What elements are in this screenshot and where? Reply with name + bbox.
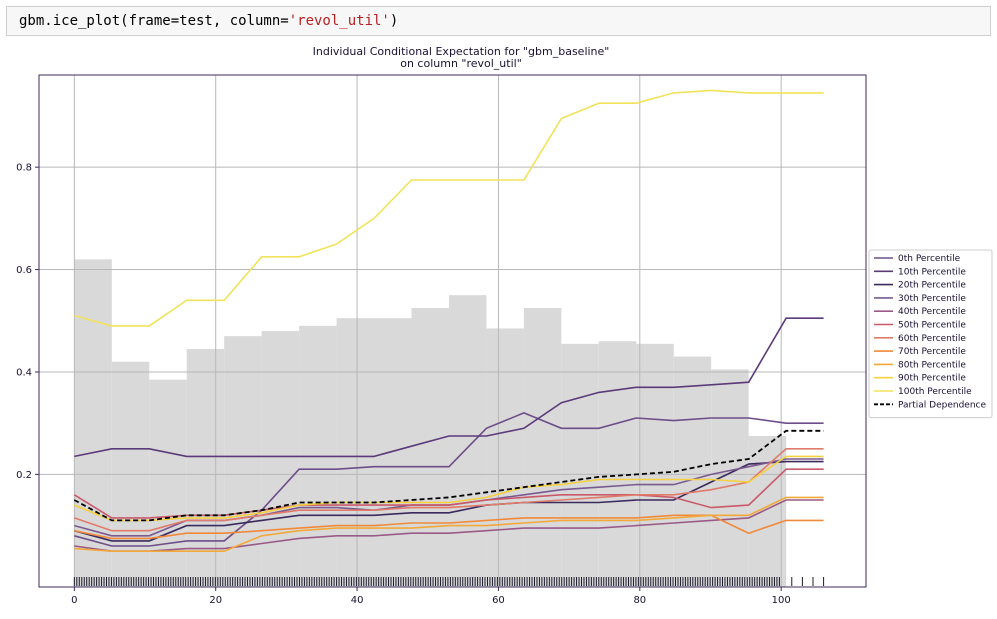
- x-tick-label: 60: [492, 595, 505, 606]
- x-tick-label: 80: [633, 595, 646, 606]
- series-line: [74, 496, 824, 553]
- histogram-bars: [74, 259, 787, 587]
- histogram-bar: [186, 348, 225, 587]
- code-prefix: gbm.ice_plot(frame=test, column=: [19, 13, 289, 29]
- x-tick-label: 0: [71, 595, 77, 606]
- histogram-bar: [448, 295, 487, 587]
- series-line: [74, 317, 824, 458]
- legend-label: 70th Percentile: [898, 347, 966, 357]
- series-line: [74, 447, 824, 532]
- histogram-bar: [261, 331, 300, 587]
- legend-label: Partial Dependence: [898, 400, 986, 410]
- histogram-bar: [748, 435, 787, 587]
- legend-label: 60th Percentile: [898, 334, 966, 344]
- legend-label: 40th Percentile: [898, 307, 966, 317]
- legend-label: 90th Percentile: [898, 374, 966, 384]
- y-tick-label: 0.2: [16, 470, 32, 481]
- histogram-bar: [561, 343, 599, 587]
- histogram-bar: [336, 318, 375, 587]
- histogram-bar: [374, 318, 412, 587]
- series-line: [74, 499, 824, 553]
- histogram-bar: [224, 336, 262, 587]
- chart-title: Individual Conditional Expectation for "…: [313, 45, 610, 58]
- histogram-bar: [149, 379, 187, 587]
- y-tick-label: 0.6: [16, 265, 32, 276]
- plot-frame: [38, 74, 867, 588]
- code-cell[interactable]: gbm.ice_plot(frame=test, column='revol_u…: [6, 6, 991, 36]
- code-suffix: ): [389, 13, 399, 29]
- y-tick-label: 0.4: [16, 367, 32, 378]
- series-line: [74, 514, 824, 540]
- rug-marks: [73, 577, 825, 586]
- axis-ticks: 0 20 40 60 80 100 0.2 0.4 0.6 0.8: [16, 163, 791, 606]
- y-tick-label: 0.8: [16, 163, 32, 174]
- histogram-bar: [711, 369, 749, 587]
- series-line: [74, 412, 824, 547]
- x-tick-label: 20: [209, 595, 222, 606]
- histogram-bar: [411, 307, 449, 587]
- legend-label: 10th Percentile: [898, 267, 966, 277]
- legend-label: 20th Percentile: [898, 281, 966, 291]
- legend-label: 50th Percentile: [898, 321, 966, 331]
- legend-box: [868, 249, 993, 419]
- legend-label: 100th Percentile: [898, 387, 972, 397]
- code-string-arg: 'revol_util': [288, 13, 390, 29]
- histogram-bar: [486, 328, 524, 587]
- x-tick-label: 100: [772, 595, 791, 606]
- histogram-bar: [523, 307, 562, 587]
- legend: 0th Percentile 10th Percentile 20th Percen…: [868, 249, 993, 419]
- histogram-bar: [673, 356, 712, 587]
- series-lines: [73, 89, 824, 553]
- histogram-bar: [636, 343, 674, 587]
- series-line: [73, 455, 824, 522]
- x-tick-label: 40: [351, 595, 364, 606]
- histogram-bar: [598, 341, 637, 587]
- series-line: [73, 429, 824, 522]
- series-line: [74, 89, 824, 327]
- chart-subtitle: on column "revol_util": [400, 57, 522, 70]
- legend-label: 30th Percentile: [898, 294, 966, 304]
- series-line: [74, 460, 824, 542]
- legend-label: 80th Percentile: [898, 360, 966, 370]
- legend-label: 0th Percentile: [898, 254, 961, 264]
